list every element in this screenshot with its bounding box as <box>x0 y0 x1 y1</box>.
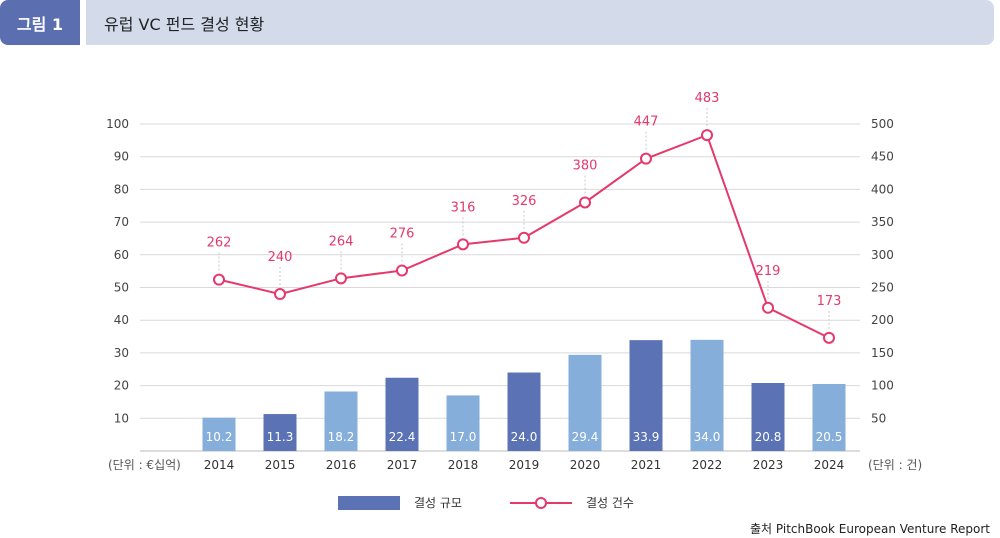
y-left-tick-label: 80 <box>114 182 129 196</box>
bar <box>629 340 663 451</box>
y-right-tick-label: 500 <box>871 117 894 131</box>
x-tick-label: 2016 <box>326 458 357 472</box>
line-value-label: 240 <box>268 250 293 265</box>
line-point <box>701 129 713 142</box>
bar <box>812 383 846 451</box>
y-right-tick-label: 200 <box>871 313 894 327</box>
y-left-tick-label: 100 <box>106 117 129 131</box>
line-value-label: 262 <box>207 236 232 251</box>
legend-bar-swatch <box>338 495 400 510</box>
y-right-tick-label: 50 <box>871 411 886 425</box>
y-left-tick-label: 50 <box>114 281 129 295</box>
y-right-tick-label: 350 <box>871 215 894 229</box>
bar <box>446 395 480 451</box>
y-left-tick-label: 40 <box>114 313 129 327</box>
bar-value-label: 24.0 <box>511 430 538 444</box>
chart-title: 유럽 VC 펀드 결성 현황 <box>104 14 265 34</box>
line-point <box>457 238 469 251</box>
legend-line-swatch <box>510 496 572 509</box>
y-right-tick-label: 300 <box>871 248 894 262</box>
source-note: 출처 PitchBook European Venture Report <box>750 522 990 536</box>
x-tick-label: 2024 <box>814 458 845 472</box>
figure-label: 그림 1 <box>0 0 80 45</box>
line-point <box>579 196 591 209</box>
line-point <box>335 272 347 285</box>
bar <box>202 417 236 451</box>
y-right-tick-label: 100 <box>871 379 894 393</box>
y-left-unit-label: (단위 : €십억) <box>108 458 181 472</box>
x-tick-label: 2015 <box>265 458 296 472</box>
legend-line-label: 결성 건수 <box>586 496 634 510</box>
x-tick-label: 2020 <box>570 458 601 472</box>
bar <box>385 377 419 451</box>
bar-value-label: 18.2 <box>328 430 355 444</box>
line-value-label: 380 <box>573 158 598 173</box>
line-value-label: 264 <box>329 234 354 249</box>
combo-chart: 10 20 30 40 50 60 70 80 90 100 50 100 150 200 250 300 35… <box>106 91 922 472</box>
bar-value-label: 11.3 <box>267 430 294 444</box>
bar-value-label: 33.9 <box>633 430 660 444</box>
line-value-label: 447 <box>634 115 659 130</box>
bar <box>568 354 602 451</box>
line-point <box>823 331 835 344</box>
bar <box>263 414 297 451</box>
line-value-label: 316 <box>451 200 476 215</box>
bar-value-label: 22.4 <box>389 430 416 444</box>
line-value-label: 219 <box>756 264 781 279</box>
bar <box>751 382 785 451</box>
line-point <box>518 231 530 244</box>
bar-value-label: 34.0 <box>694 430 721 444</box>
line-point <box>762 301 774 314</box>
y-right-tick-label: 250 <box>871 281 894 295</box>
legend-bar-label: 결성 규모 <box>414 496 462 510</box>
bar <box>324 391 358 451</box>
bar-value-label: 17.0 <box>450 430 477 444</box>
y-right-tick-label: 450 <box>871 150 894 164</box>
x-tick-label: 2023 <box>753 458 784 472</box>
line-point <box>396 264 408 277</box>
legend-item-line: 결성 건수 <box>510 494 634 511</box>
legend-item-bar: 결성 규모 <box>338 494 462 511</box>
y-right-unit-label: (단위 : 건) <box>868 458 922 472</box>
y-left-tick-label: 20 <box>114 379 129 393</box>
y-left-tick-label: 90 <box>114 150 129 164</box>
x-tick-label: 2017 <box>387 458 418 472</box>
bar-value-label: 29.4 <box>572 430 599 444</box>
x-tick-label: 2021 <box>631 458 662 472</box>
chart-legend: 결성 규모 결성 건수 <box>0 494 1000 516</box>
x-tick-label: 2014 <box>204 458 235 472</box>
bar-value-label: 20.8 <box>755 430 782 444</box>
x-tick-label: 2018 <box>448 458 479 472</box>
title-bar: 유럽 VC 펀드 결성 현황 <box>86 0 994 45</box>
line-value-label: 483 <box>695 91 720 106</box>
line-value-label: 326 <box>512 194 537 209</box>
bar <box>690 339 724 451</box>
line-value-label: 173 <box>817 294 842 309</box>
bar-value-label: 20.5 <box>816 430 843 444</box>
bar-value-label: 10.2 <box>206 430 233 444</box>
x-tick-label: 2022 <box>692 458 723 472</box>
y-right-tick-label: 400 <box>871 182 894 196</box>
y-right-tick-label: 150 <box>871 346 894 360</box>
line-value-label: 276 <box>390 226 415 241</box>
line-point <box>274 288 286 301</box>
y-left-tick-label: 70 <box>114 215 129 229</box>
y-left-tick-label: 60 <box>114 248 129 262</box>
y-left-tick-label: 10 <box>114 411 129 425</box>
chart-header: 그림 1 유럽 VC 펀드 결성 현황 <box>0 0 994 45</box>
line-point <box>640 152 652 165</box>
line-point <box>213 273 225 286</box>
y-left-tick-label: 30 <box>114 346 129 360</box>
bar <box>507 372 541 451</box>
x-tick-label: 2019 <box>509 458 540 472</box>
